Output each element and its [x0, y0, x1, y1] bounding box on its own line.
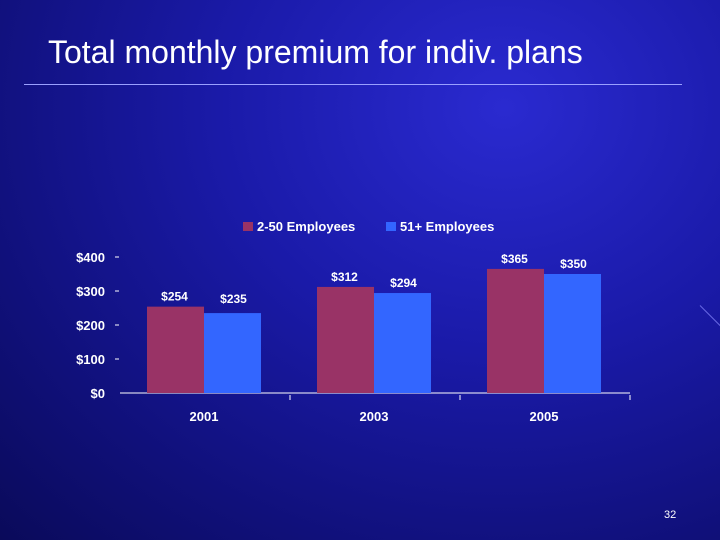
value-label-2005-series-1: $365 — [501, 252, 528, 266]
y-tick-label-3: $300 — [76, 284, 105, 299]
bar-2001-series-2 — [204, 313, 261, 393]
value-label-2001-series-1: $254 — [161, 290, 188, 304]
value-label-2005-series-2: $350 — [560, 257, 587, 271]
page-number: 32 — [664, 509, 677, 521]
bar-2005-series-2 — [544, 274, 601, 393]
legend-label-series-1: 2-50 Employees — [257, 219, 355, 234]
title-divider — [24, 84, 682, 85]
y-tick-label-1: $100 — [76, 352, 105, 367]
bar-2005-series-1 — [487, 268, 544, 393]
category-label-2001: 2001 — [190, 409, 219, 424]
category-label-2005: 2005 — [530, 409, 559, 424]
bar-2003-series-2 — [374, 293, 431, 393]
legend-swatch-series-2 — [386, 222, 396, 231]
value-label-2003-series-1: $312 — [331, 270, 358, 284]
legend-swatch-series-1 — [243, 222, 253, 231]
legend-label-series-2: 51+ Employees — [400, 219, 494, 234]
bar-2003-series-1 — [317, 286, 374, 393]
y-tick-label-0: $0 — [91, 386, 105, 401]
slide-title: Total monthly premium for indiv. plans — [48, 34, 583, 70]
value-label-2003-series-2: $294 — [390, 276, 417, 290]
category-label-2003: 2003 — [360, 409, 389, 424]
y-tick-label-2: $200 — [76, 318, 105, 333]
bar-2001-series-1 — [147, 306, 204, 393]
y-tick-label-4: $400 — [76, 250, 105, 265]
value-label-2001-series-2: $235 — [220, 292, 247, 306]
